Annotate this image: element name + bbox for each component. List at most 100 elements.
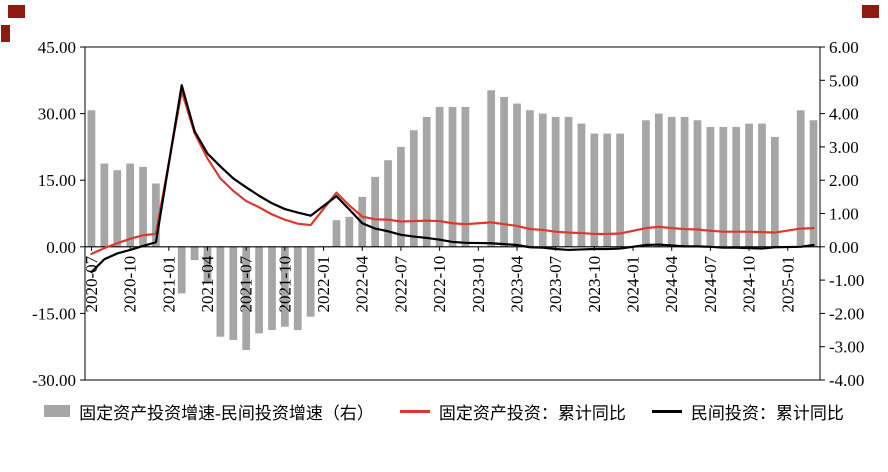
bar — [551, 116, 560, 247]
y-axis-label-right: -2.00 — [829, 304, 864, 323]
x-axis-label: 2023-04 — [507, 255, 526, 312]
x-axis-label: 2021-01 — [159, 256, 178, 313]
x-axis-label: 2024-07 — [701, 255, 720, 312]
bar — [487, 90, 496, 247]
legend-label-gap-bars: 固定资产投资增速-民间投资增速（右） — [79, 403, 374, 423]
bar — [758, 123, 766, 247]
chart-canvas: 45.00 30.00 15.00 0.00 -15.00 -30.00 6.00 5.00 4… — [32, 38, 864, 390]
y-axis-label-left: -30.00 — [32, 371, 76, 390]
x-axis-label: 2024-01 — [624, 256, 643, 313]
bar — [345, 216, 354, 247]
bar-series-swatch — [44, 405, 71, 417]
bar — [732, 126, 741, 247]
bar — [719, 126, 728, 247]
bar — [654, 113, 663, 247]
red-line-swatch — [399, 409, 430, 413]
bar — [100, 163, 109, 247]
bar — [500, 96, 508, 247]
x-axis-label: 2024-10 — [740, 256, 759, 313]
x-axis-label: 2021-07 — [237, 255, 256, 312]
y-axis-label-right: -3.00 — [829, 338, 864, 357]
y-axis-label-left: 0.00 — [46, 238, 76, 257]
bar — [268, 246, 276, 331]
x-axis-label: 2021-10 — [275, 256, 294, 313]
bar — [113, 170, 122, 247]
y-axis-label-left: -15.00 — [32, 304, 76, 323]
bar — [152, 183, 160, 247]
bar — [229, 246, 238, 341]
y-axis-label-right: 0.00 — [829, 238, 859, 257]
bar — [281, 246, 289, 327]
y-axis-label-left: 30.00 — [38, 105, 76, 124]
y-axis-label-right: -1.00 — [829, 271, 864, 290]
x-axis-label: 2022-04 — [353, 255, 372, 312]
bar — [242, 246, 251, 351]
x-axis-label: 2022-07 — [391, 255, 410, 312]
y-axis-label-right: 4.00 — [829, 105, 859, 124]
y-axis-label-right: 6.00 — [829, 38, 859, 57]
bar — [564, 116, 573, 247]
bar — [745, 123, 753, 247]
bar — [384, 160, 392, 247]
legend-label-private-investment: 民间投资：累计同比 — [690, 403, 844, 423]
x-axis-label: 2020-07 — [82, 255, 101, 312]
bar — [422, 116, 431, 247]
bar — [435, 106, 444, 247]
bar — [680, 116, 689, 247]
red-corner-mark-top-left — [8, 5, 25, 18]
fixed-investment-line — [90, 90, 815, 255]
bar — [126, 163, 134, 247]
bar — [306, 246, 315, 317]
black-line-swatch — [651, 409, 682, 413]
bar — [642, 120, 650, 247]
bar — [590, 133, 599, 247]
chart-legend: 固定资产投资增速-民间投资增速（右） 固定资产投资：累计同比 民间投资：累计同比 — [0, 397, 888, 425]
x-axis-label: 2023-01 — [469, 256, 488, 313]
bar — [577, 123, 586, 247]
bar — [332, 220, 341, 247]
y-axis-label-right: 2.00 — [829, 171, 859, 190]
y-axis-label-right: -4.00 — [829, 371, 864, 390]
y-axis-label-right: 5.00 — [829, 71, 859, 90]
x-axis-label: 2022-10 — [430, 256, 449, 313]
bar — [139, 166, 147, 247]
bar — [371, 176, 379, 247]
bar — [667, 116, 676, 247]
legend-item-private-investment: 民间投资：累计同比 — [651, 399, 844, 424]
private-investment-line — [90, 84, 815, 274]
bar — [461, 106, 470, 247]
bar — [409, 130, 418, 247]
y-axis-label-right: 1.00 — [829, 205, 859, 224]
x-axis-label: 2025-01 — [778, 256, 797, 313]
bar — [616, 133, 624, 247]
bar — [216, 246, 225, 337]
bar — [397, 146, 405, 247]
bar — [706, 126, 715, 247]
x-axis-label: 2021-04 — [198, 255, 217, 312]
x-axis-label: 2024-04 — [662, 255, 681, 312]
bar — [255, 246, 263, 334]
legend-label-fixed-investment: 固定资产投资：累计同比 — [438, 403, 626, 423]
y-axis-label-right: 3.00 — [829, 138, 859, 157]
bar — [448, 106, 457, 247]
bar — [190, 246, 199, 261]
bar — [203, 246, 212, 284]
y-axis-label-left: 15.00 — [38, 171, 76, 190]
bar — [538, 113, 547, 247]
legend-item-gap-bars: 固定资产投资增速-民间投资增速（右） — [44, 399, 374, 424]
bar — [513, 103, 521, 247]
bar — [177, 246, 186, 294]
red-corner-mark-left-edge — [1, 25, 10, 42]
x-axis-label: 2022-01 — [314, 256, 333, 313]
x-axis-label: 2023-07 — [546, 255, 565, 312]
legend-item-fixed-investment: 固定资产投资：累计同比 — [399, 399, 626, 424]
x-axis-label: 2020-10 — [121, 256, 140, 313]
bar — [293, 246, 302, 331]
bar — [809, 120, 818, 247]
bar — [771, 136, 779, 247]
bar — [796, 110, 805, 247]
bar — [87, 110, 96, 247]
bar — [693, 120, 702, 247]
x-axis-label: 2023-10 — [585, 256, 604, 313]
